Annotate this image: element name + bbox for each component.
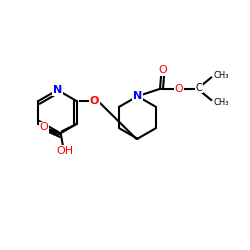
Text: CH₃: CH₃ [214, 98, 229, 107]
Text: O: O [174, 84, 183, 94]
Text: N: N [53, 85, 62, 95]
Text: O: O [90, 96, 99, 106]
Text: C: C [196, 82, 202, 92]
Text: O: O [159, 65, 168, 75]
Text: CH₃: CH₃ [214, 70, 229, 80]
Text: O: O [40, 122, 48, 132]
Text: N: N [133, 91, 142, 101]
Text: OH: OH [56, 146, 73, 156]
